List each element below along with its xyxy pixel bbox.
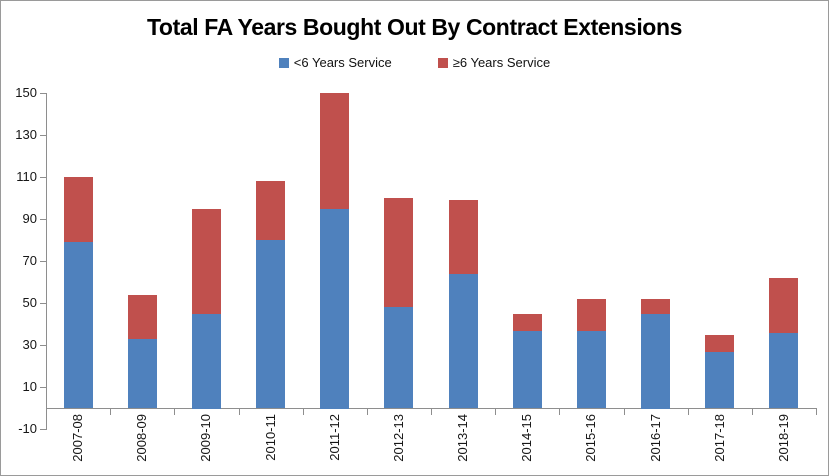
legend-item-lt6: <6 Years Service bbox=[278, 55, 392, 70]
y-axis-line bbox=[46, 93, 47, 430]
category-tick bbox=[303, 408, 304, 415]
legend-label-ge6: ≥6 Years Service bbox=[452, 55, 551, 70]
x-axis-label: 2009-10 bbox=[198, 414, 213, 462]
x-axis-label: 2013-14 bbox=[455, 414, 470, 462]
bar-segment-lt6-years bbox=[449, 274, 478, 408]
chart-title: Total FA Years Bought Out By Contract Ex… bbox=[146, 14, 682, 40]
bar-segment-ge6-years bbox=[641, 299, 670, 314]
y-axis-tick-label: 30 bbox=[22, 337, 37, 352]
category-tick bbox=[239, 408, 240, 415]
category-tick bbox=[559, 408, 560, 415]
x-axis-label: 2012-13 bbox=[391, 414, 406, 462]
category-tick bbox=[816, 408, 817, 415]
bar-segment-ge6-years bbox=[256, 181, 285, 240]
bar-segment-lt6-years bbox=[384, 307, 413, 408]
bar-segment-lt6-years bbox=[128, 339, 157, 408]
y-axis-tick bbox=[40, 261, 46, 262]
x-axis-label: 2018-19 bbox=[776, 414, 791, 462]
bar-segment-ge6-years bbox=[384, 198, 413, 307]
bar-segment-ge6-years bbox=[513, 314, 542, 331]
legend-swatch-lt6 bbox=[278, 57, 289, 68]
category-tick bbox=[752, 408, 753, 415]
x-axis-label: 2007-08 bbox=[70, 414, 85, 462]
bar-segment-lt6-years bbox=[256, 240, 285, 408]
y-axis-tick-label: 50 bbox=[22, 295, 37, 310]
x-axis-label: 2016-17 bbox=[648, 414, 663, 462]
bar-segment-lt6-years bbox=[64, 242, 93, 408]
y-axis-tick-label: 10 bbox=[22, 379, 37, 394]
bar-segment-lt6-years bbox=[192, 314, 221, 409]
legend: <6 Years Service ≥6 Years Service bbox=[1, 55, 828, 70]
legend-swatch-ge6 bbox=[437, 57, 448, 68]
bar-segment-ge6-years bbox=[320, 93, 349, 209]
bar-segment-ge6-years bbox=[705, 335, 734, 352]
category-tick bbox=[46, 408, 47, 415]
legend-item-ge6: ≥6 Years Service bbox=[437, 55, 551, 70]
bar-segment-lt6-years bbox=[577, 330, 606, 408]
category-tick bbox=[688, 408, 689, 415]
bar-segment-ge6-years bbox=[192, 209, 221, 314]
bar-segment-ge6-years bbox=[64, 177, 93, 242]
bar-segment-lt6-years bbox=[769, 332, 798, 408]
y-axis-tick bbox=[40, 345, 46, 346]
bar-segment-lt6-years bbox=[641, 314, 670, 409]
x-axis-label: 2010-11 bbox=[263, 414, 278, 461]
x-axis-label: 2011-12 bbox=[327, 414, 342, 461]
bar-segment-ge6-years bbox=[449, 200, 478, 274]
y-axis-tick bbox=[40, 135, 46, 136]
y-axis-tick bbox=[40, 303, 46, 304]
x-axis-label: 2015-16 bbox=[583, 414, 598, 462]
bar-segment-ge6-years bbox=[577, 299, 606, 331]
y-axis-tick bbox=[40, 429, 46, 430]
y-axis-tick-label: 90 bbox=[22, 211, 37, 226]
y-axis-tick-label: 150 bbox=[15, 85, 37, 100]
category-tick bbox=[495, 408, 496, 415]
y-axis-tick bbox=[40, 177, 46, 178]
category-tick bbox=[431, 408, 432, 415]
x-axis-label: 2017-18 bbox=[712, 414, 727, 462]
y-axis-tick bbox=[40, 387, 46, 388]
y-axis-tick-label: 70 bbox=[22, 253, 37, 268]
x-axis-label: 2008-09 bbox=[134, 414, 149, 462]
bar-segment-ge6-years bbox=[128, 295, 157, 339]
bar-segment-ge6-years bbox=[769, 278, 798, 333]
bar-segment-lt6-years bbox=[705, 351, 734, 408]
y-axis-tick bbox=[40, 93, 46, 94]
y-axis-tick-label: 130 bbox=[15, 127, 37, 142]
category-tick bbox=[624, 408, 625, 415]
category-tick bbox=[110, 408, 111, 415]
category-tick bbox=[174, 408, 175, 415]
legend-label-lt6: <6 Years Service bbox=[293, 55, 392, 70]
bar-segment-lt6-years bbox=[320, 209, 349, 409]
bar-segment-lt6-years bbox=[513, 330, 542, 408]
category-tick bbox=[367, 408, 368, 415]
y-axis-tick-label: 110 bbox=[16, 169, 37, 184]
x-axis-label: 2014-15 bbox=[519, 414, 534, 462]
y-axis-tick-label: -10 bbox=[18, 421, 37, 436]
y-axis-tick bbox=[40, 219, 46, 220]
